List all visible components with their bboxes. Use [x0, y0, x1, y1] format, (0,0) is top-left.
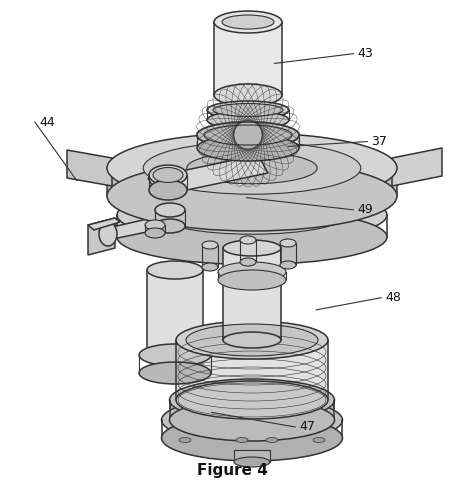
- Text: 37: 37: [372, 135, 387, 148]
- Polygon shape: [214, 22, 282, 95]
- Polygon shape: [67, 150, 112, 186]
- Ellipse shape: [218, 262, 286, 282]
- Ellipse shape: [280, 261, 296, 269]
- Ellipse shape: [149, 165, 187, 185]
- Polygon shape: [108, 208, 195, 236]
- Ellipse shape: [139, 362, 211, 384]
- Ellipse shape: [187, 152, 317, 184]
- Ellipse shape: [240, 258, 256, 266]
- Ellipse shape: [161, 397, 343, 443]
- Ellipse shape: [240, 236, 256, 244]
- Ellipse shape: [107, 161, 397, 231]
- Ellipse shape: [107, 133, 397, 203]
- Ellipse shape: [222, 15, 274, 29]
- Ellipse shape: [161, 415, 343, 461]
- Ellipse shape: [145, 220, 165, 230]
- Text: 48: 48: [385, 291, 401, 304]
- Ellipse shape: [145, 228, 165, 238]
- Ellipse shape: [155, 203, 185, 217]
- Ellipse shape: [234, 457, 270, 467]
- Polygon shape: [147, 270, 203, 355]
- Ellipse shape: [170, 399, 334, 441]
- Ellipse shape: [236, 438, 248, 443]
- Ellipse shape: [155, 219, 185, 233]
- Polygon shape: [148, 155, 268, 196]
- Polygon shape: [170, 400, 188, 428]
- Ellipse shape: [204, 125, 292, 145]
- Polygon shape: [385, 168, 397, 202]
- Ellipse shape: [117, 209, 387, 264]
- Polygon shape: [392, 148, 442, 186]
- Ellipse shape: [213, 103, 283, 117]
- Ellipse shape: [147, 346, 203, 364]
- Text: 43: 43: [358, 47, 373, 60]
- Polygon shape: [316, 400, 334, 428]
- Polygon shape: [107, 168, 397, 196]
- Ellipse shape: [158, 196, 346, 234]
- Ellipse shape: [143, 142, 361, 194]
- Ellipse shape: [179, 438, 191, 443]
- Polygon shape: [88, 218, 115, 255]
- Ellipse shape: [176, 381, 328, 419]
- Ellipse shape: [202, 241, 218, 249]
- Ellipse shape: [176, 321, 328, 359]
- Ellipse shape: [99, 222, 117, 246]
- Ellipse shape: [147, 261, 203, 279]
- Ellipse shape: [153, 167, 183, 183]
- Polygon shape: [108, 208, 195, 240]
- Polygon shape: [107, 168, 119, 202]
- Text: 44: 44: [39, 116, 54, 128]
- Ellipse shape: [207, 101, 289, 119]
- Ellipse shape: [214, 11, 282, 33]
- Ellipse shape: [218, 270, 286, 290]
- Polygon shape: [234, 450, 270, 462]
- Ellipse shape: [117, 187, 387, 243]
- Ellipse shape: [202, 263, 218, 271]
- Text: 49: 49: [358, 203, 373, 216]
- Ellipse shape: [186, 324, 318, 356]
- Ellipse shape: [149, 180, 187, 200]
- Ellipse shape: [266, 438, 278, 443]
- Ellipse shape: [139, 344, 211, 366]
- Ellipse shape: [313, 438, 325, 443]
- Text: 47: 47: [299, 421, 315, 433]
- Polygon shape: [88, 218, 120, 230]
- Ellipse shape: [280, 239, 296, 247]
- Ellipse shape: [197, 135, 299, 161]
- Ellipse shape: [197, 122, 299, 148]
- Polygon shape: [223, 248, 281, 340]
- Ellipse shape: [170, 379, 334, 421]
- Polygon shape: [176, 340, 328, 400]
- Text: Figure 4: Figure 4: [197, 463, 267, 478]
- Ellipse shape: [207, 111, 289, 129]
- Ellipse shape: [214, 84, 282, 106]
- Ellipse shape: [223, 240, 281, 256]
- Ellipse shape: [223, 332, 281, 348]
